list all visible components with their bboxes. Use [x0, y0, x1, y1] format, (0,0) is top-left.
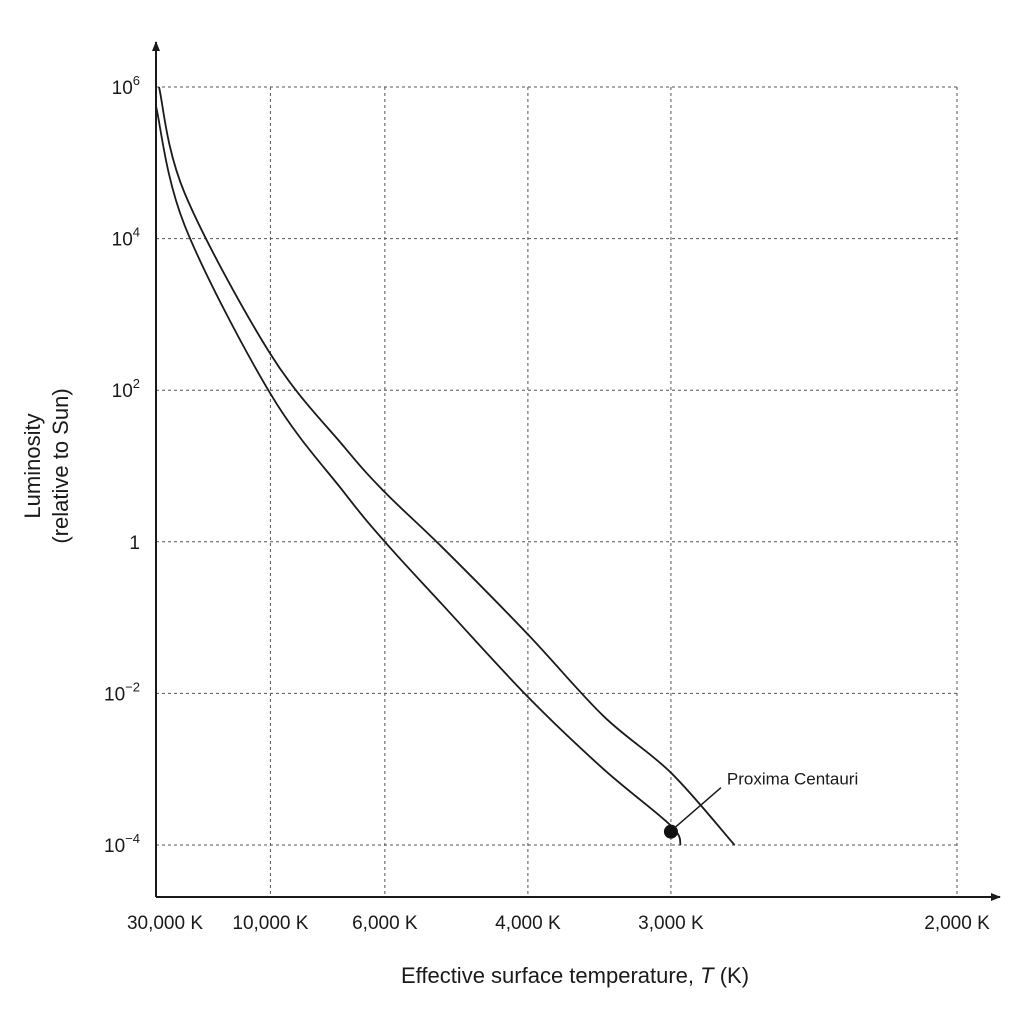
x-tick-label: 10,000 K — [232, 913, 308, 934]
x-tick-label: 2,000 K — [924, 913, 990, 934]
x-tick-label: 30,000 K — [127, 913, 203, 934]
y-tick-label: 1 — [129, 533, 140, 554]
y-axis-label: Luminosity (relative to Sun) — [20, 388, 73, 543]
x-tick-label: 3,000 K — [638, 913, 704, 934]
proxima-centauri-label: Proxima Centauri — [727, 770, 858, 789]
band-lower-boundary — [155, 105, 682, 846]
y-tick-label: 102 — [112, 376, 140, 402]
y-tick-label: 10−2 — [104, 679, 140, 705]
y-axis-label-line2: (relative to Sun) — [48, 388, 73, 543]
x-axis-label: Effective surface temperature, T (K) — [401, 963, 749, 988]
y-axis-label-line1: Luminosity — [20, 413, 45, 518]
annotation-leader-line — [675, 787, 722, 828]
x-tick-labels: 30,000 K 10,000 K 6,000 K 4,000 K 3,000 K 2,0… — [127, 913, 990, 934]
y-tick-label: 10−4 — [104, 831, 140, 857]
band-upper-boundary — [158, 86, 736, 846]
proxima-centauri-annotation: Proxima Centauri — [663, 770, 858, 839]
x-tick-label: 6,000 K — [352, 913, 418, 934]
axes — [152, 41, 1001, 901]
y-tick-label: 104 — [112, 225, 140, 251]
main-sequence-band — [155, 86, 736, 846]
y-tick-labels: 106 104 102 1 10−2 10−4 — [104, 73, 140, 857]
grid-lines — [156, 86, 958, 897]
proxima-centauri-marker — [663, 824, 678, 839]
y-tick-label: 106 — [112, 73, 140, 99]
x-tick-label: 4,000 K — [495, 913, 561, 934]
